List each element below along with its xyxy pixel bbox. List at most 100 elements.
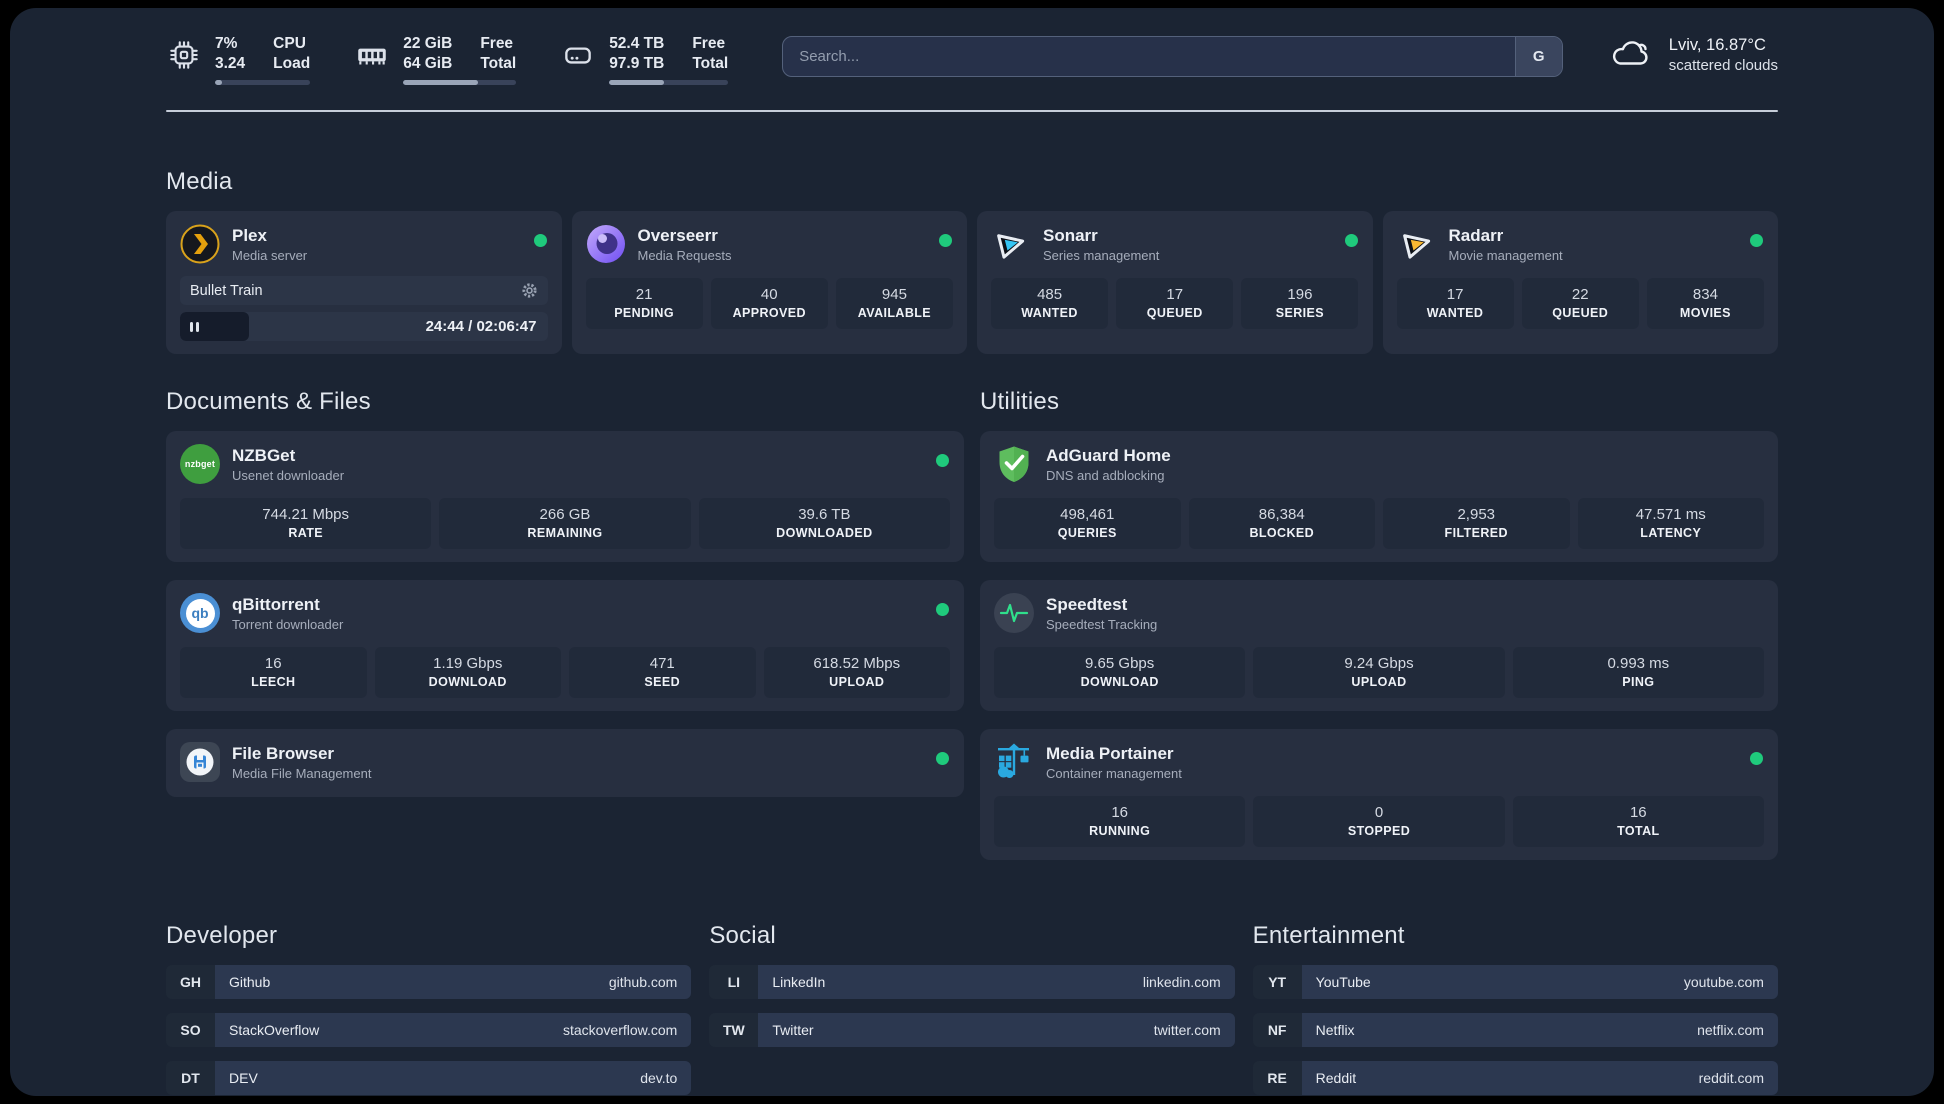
link-abbr: SO <box>166 1013 215 1048</box>
app-subtitle: Container management <box>1046 765 1182 781</box>
stat-tile-ping: 0.993 ms PING <box>1512 647 1764 699</box>
status-dot <box>1344 234 1358 248</box>
cpu-stat: 7% 3.24 CPU Load <box>166 34 311 86</box>
link-url: dev.to <box>640 1070 678 1087</box>
link-stackoverflow[interactable]: SO StackOverflow stackoverflow.com <box>166 1013 692 1048</box>
status-dot <box>939 234 952 248</box>
now-playing-title: Bullet Train <box>190 282 263 299</box>
player-time: 24:44 / 02:06:47 <box>425 318 537 336</box>
search-input[interactable] <box>783 37 1515 76</box>
app-name: Speedtest <box>1046 594 1128 614</box>
app-name: Media Portainer <box>1046 743 1174 763</box>
link-abbr: LI <box>709 965 759 1000</box>
link-url: netflix.com <box>1697 1022 1764 1039</box>
stat-tile-download: 1.19 Gbps DOWNLOAD <box>374 647 561 699</box>
ram-free: 22 GiB <box>403 35 453 52</box>
dashboard-frame: 7% 3.24 CPU Load 22 <box>10 8 1934 1096</box>
stat-tile-movies: 834 MOVIES <box>1646 278 1764 330</box>
app-name: File Browser <box>232 743 335 763</box>
app-card-sonarr[interactable]: Sonarr Series management 485 WANTED 17 QUE… <box>977 211 1373 355</box>
ram-total-label: Total <box>480 55 517 73</box>
disk-stat: 52.4 TB 97.9 TB Free Total <box>560 34 729 86</box>
stat-tile-upload: 9.24 Gbps UPLOAD <box>1253 647 1505 699</box>
ram-stat: 22 GiB 64 GiB Free Total <box>354 34 517 86</box>
disk-total-label: Total <box>692 55 729 73</box>
link-url: twitter.com <box>1153 1022 1221 1039</box>
weather-widget: Lviv, 16.87°C scattered clouds <box>1609 34 1778 75</box>
link-twitter[interactable]: TW Twitter twitter.com <box>709 1013 1235 1048</box>
stat-tile-remaining: 266 GB REMAINING <box>439 498 691 550</box>
app-subtitle: Torrent downloader <box>232 616 344 632</box>
link-netflix[interactable]: NF Netflix netflix.com <box>1252 1013 1778 1048</box>
ram-icon <box>354 37 390 73</box>
portainer-icon <box>994 742 1034 782</box>
stat-tile-queued: 17 QUEUED <box>1116 278 1234 330</box>
link-linkedin[interactable]: LI LinkedIn linkedin.com <box>709 965 1235 1000</box>
disk-progress-bar <box>609 80 729 86</box>
radarr-icon <box>1397 224 1437 264</box>
pause-icon <box>190 321 193 332</box>
app-card-plex[interactable]: Plex Media server Bullet Train <box>166 211 562 355</box>
speedtest-icon <box>994 593 1034 634</box>
app-name: qBittorrent <box>232 594 320 614</box>
link-abbr: TW <box>709 1013 759 1048</box>
stat-tile-total: 16 TOTAL <box>1512 796 1764 848</box>
app-subtitle: Movie management <box>1448 247 1563 263</box>
section-media: Media Plex Media server <box>166 168 1778 355</box>
plex-icon <box>180 224 220 264</box>
section-title-social: Social <box>709 922 776 950</box>
link-name: Netflix <box>1315 1022 1355 1039</box>
stat-tile-stopped: 0 STOPPED <box>1253 796 1505 848</box>
gear-icon[interactable] <box>521 282 538 299</box>
cpu-load: 3.24 <box>215 55 246 73</box>
app-subtitle: Series management <box>1043 247 1160 263</box>
now-playing-row: Bullet Train <box>180 276 548 306</box>
app-card-qbittorrent[interactable]: qb qBittorrent Torrent downloader 16 LEEC… <box>166 580 964 712</box>
app-card-filebrowser[interactable]: File Browser Media File Management <box>166 729 964 798</box>
stat-tile-wanted: 17 WANTED <box>1396 278 1514 330</box>
app-card-nzbget[interactable]: nzbget NZBGet Usenet downloader 744.21 M… <box>166 431 964 563</box>
app-subtitle: Usenet downloader <box>232 467 345 483</box>
link-github[interactable]: GH Github github.com <box>166 965 692 1000</box>
stat-tile-pending: 21 PENDING <box>585 278 703 330</box>
app-card-speedtest[interactable]: Speedtest Speedtest Tracking 9.65 Gbps DO… <box>980 580 1778 712</box>
app-subtitle: Media server <box>232 247 308 263</box>
filebrowser-icon <box>180 742 220 783</box>
link-name: DEV <box>229 1070 258 1087</box>
ram-total: 64 GiB <box>403 55 453 73</box>
link-reddit[interactable]: RE Reddit reddit.com <box>1252 1061 1778 1096</box>
link-name: StackOverflow <box>229 1022 320 1039</box>
link-abbr: GH <box>166 965 215 1000</box>
stat-tile-wanted: 485 WANTED <box>991 278 1109 330</box>
disk-free-label: Free <box>692 35 726 52</box>
search-engine-button[interactable]: G <box>1514 37 1562 76</box>
status-dot <box>1750 234 1763 248</box>
app-name: Overseerr <box>637 225 718 245</box>
app-name: AdGuard Home <box>1046 445 1171 465</box>
status-dot <box>936 454 949 468</box>
app-subtitle: Speedtest Tracking <box>1046 616 1158 632</box>
weather-location: Lviv, 16.87°C <box>1668 35 1766 54</box>
app-card-radarr[interactable]: Radarr Movie management 17 WANTED 22 QUEUE… <box>1382 211 1778 355</box>
sonarr-icon <box>991 224 1031 264</box>
app-card-overseerr[interactable]: Overseerr Media Requests 21 PENDING 40 APP… <box>571 211 967 355</box>
section-documents: Documents & Files nzbget NZBGet Usenet d… <box>166 388 964 798</box>
link-abbr: DT <box>166 1061 215 1096</box>
status-dot <box>1750 752 1763 766</box>
app-name: NZBGet <box>232 445 296 465</box>
app-card-portainer[interactable]: Media Portainer Container management 16 R… <box>980 729 1778 861</box>
section-title-developer: Developer <box>166 922 278 950</box>
link-youtube[interactable]: YT YouTube youtube.com <box>1252 965 1778 1000</box>
link-name: YouTube <box>1315 974 1371 991</box>
search-bar: G <box>782 36 1563 77</box>
app-subtitle: Media File Management <box>232 765 372 781</box>
section-title-utilities: Utilities <box>980 388 1060 416</box>
section-developer: Developer GH Github github.com SO StackOv… <box>166 922 692 1096</box>
link-abbr: RE <box>1252 1061 1302 1096</box>
link-dev[interactable]: DT DEV dev.to <box>166 1061 692 1096</box>
stat-tile-rate: 744.21 Mbps RATE <box>180 498 432 550</box>
player-progress-bar[interactable]: 24:44 / 02:06:47 <box>180 312 548 342</box>
stat-tile-seed: 471 SEED <box>569 647 756 699</box>
stat-tile-queries: 498,461 QUERIES <box>994 498 1181 550</box>
app-card-adguard[interactable]: AdGuard Home DNS and adblocking 498,461 Q… <box>980 431 1778 563</box>
